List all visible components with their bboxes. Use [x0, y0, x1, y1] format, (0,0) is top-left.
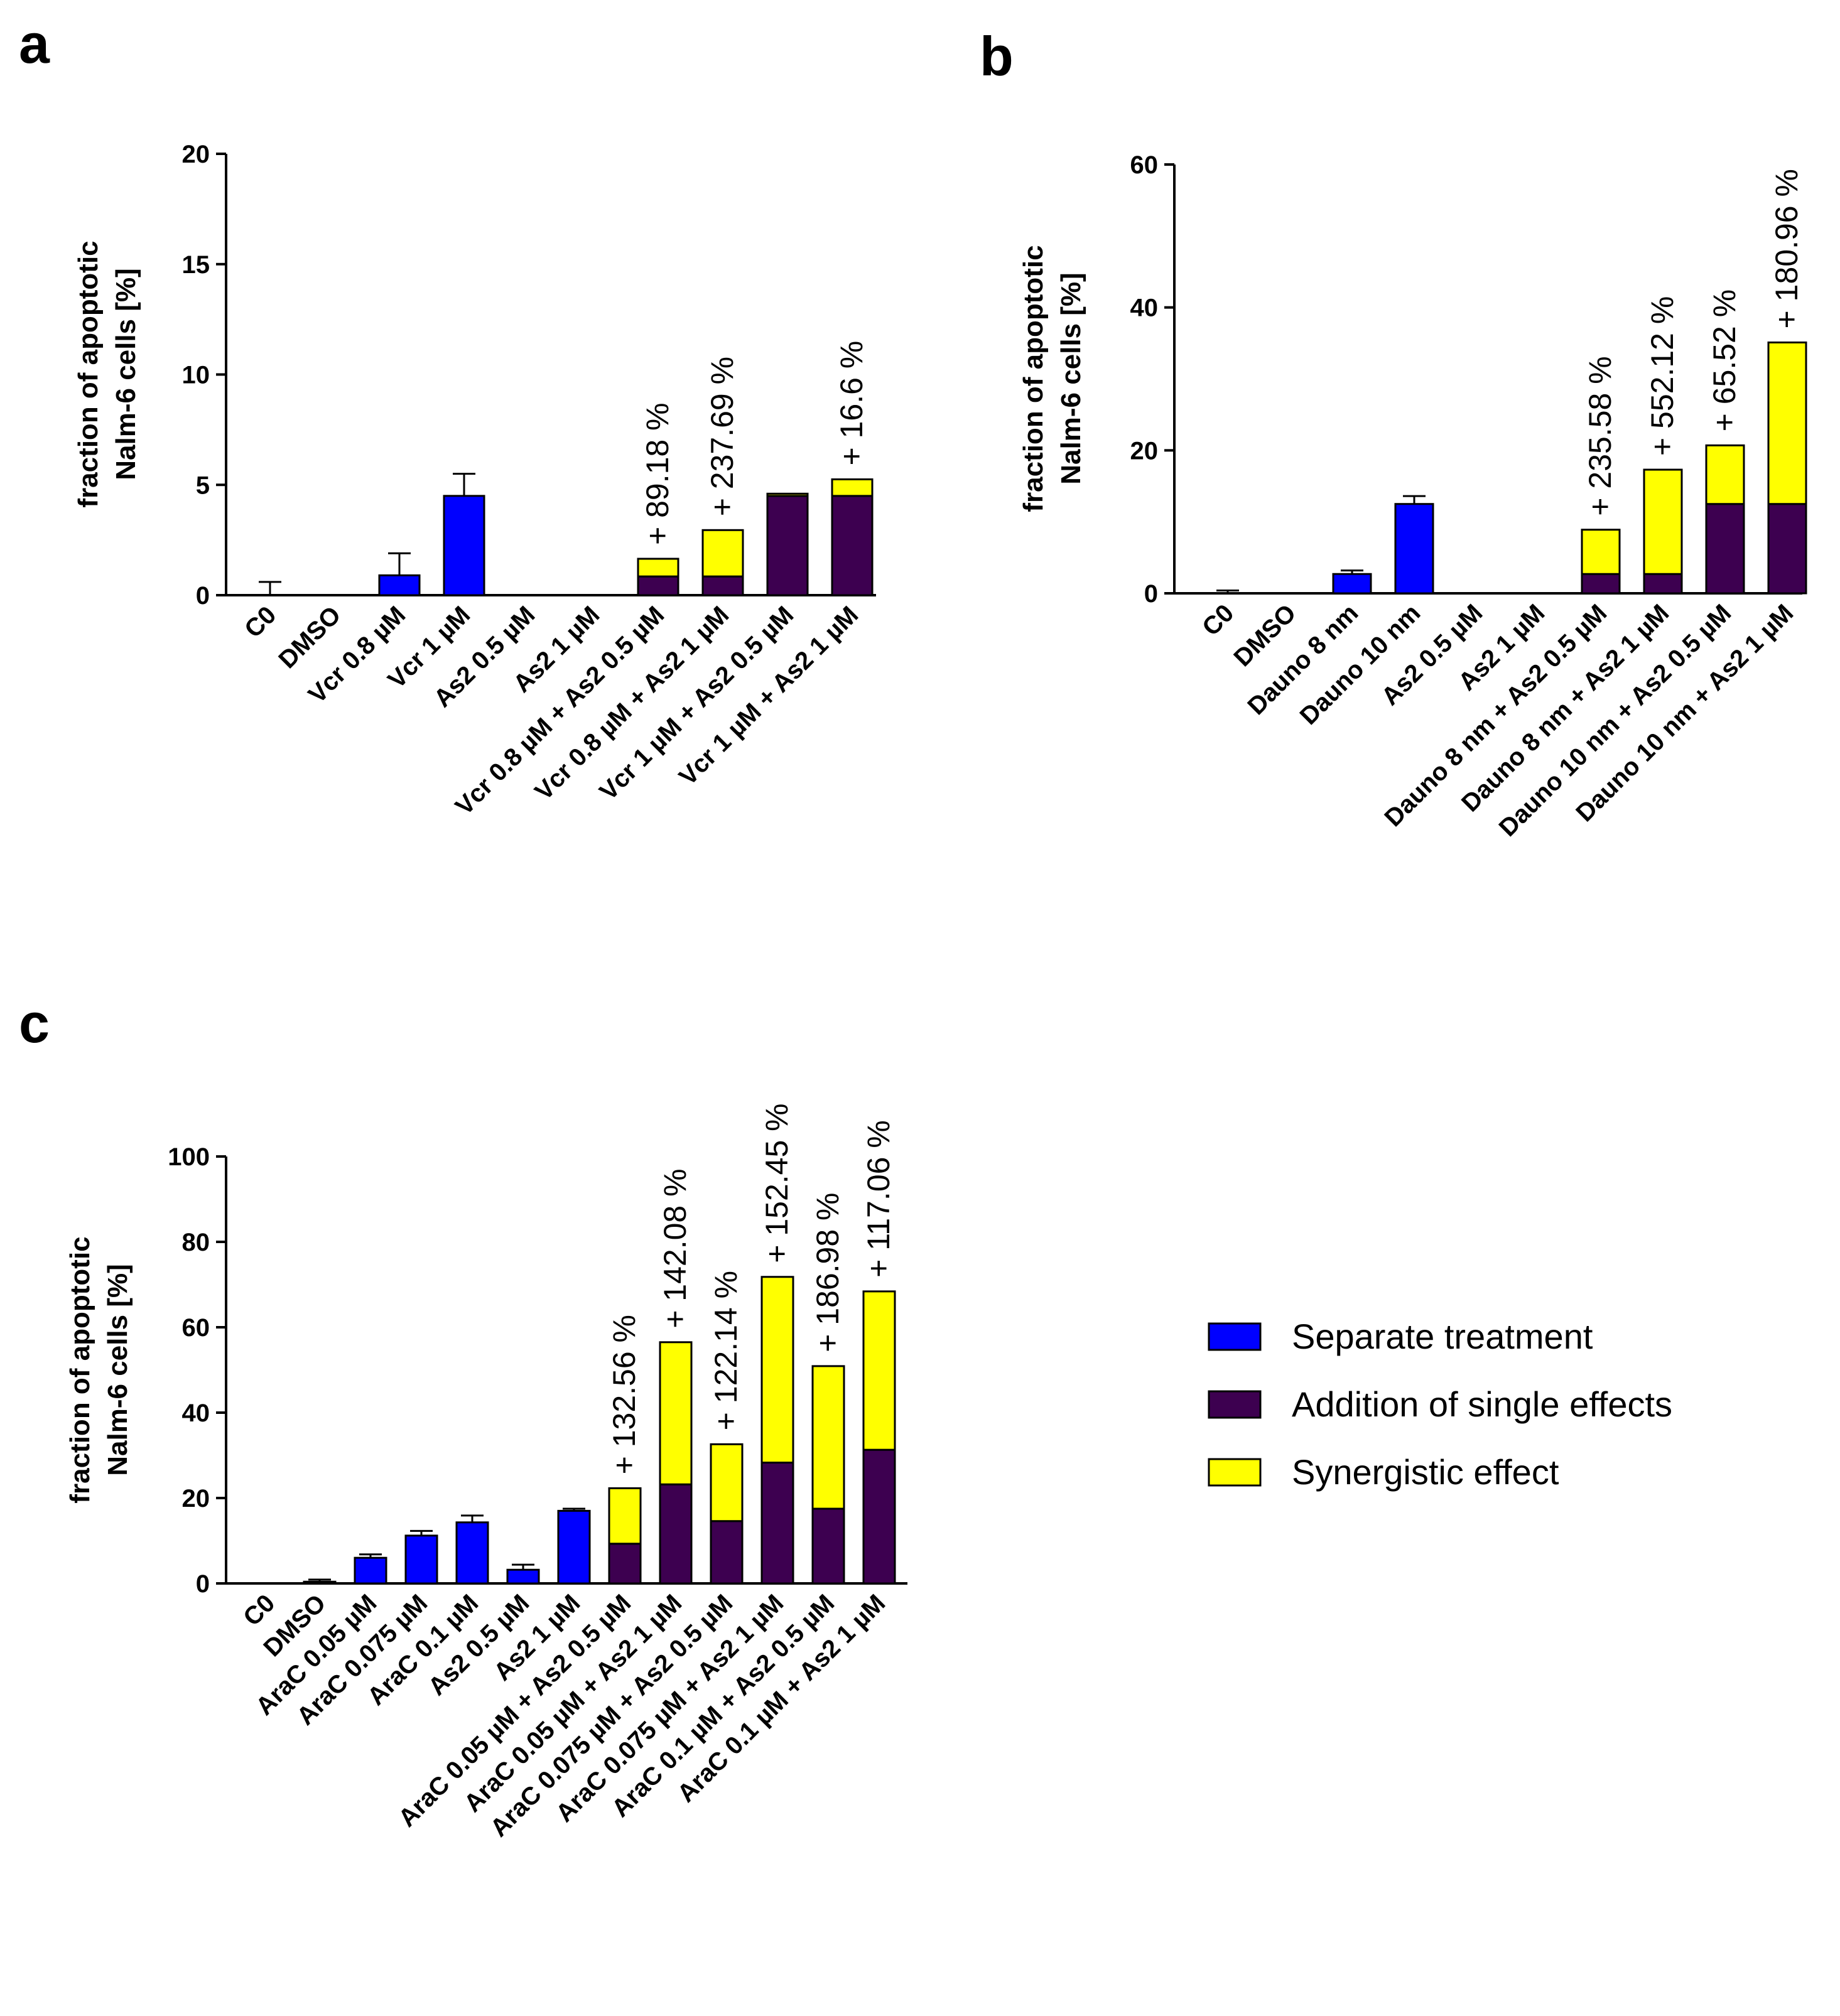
bar-synergy [1767, 341, 1807, 505]
bar-annotation: + 117.06 % [861, 1120, 896, 1278]
y-axis-title-line: fraction of apoptotic [73, 240, 104, 507]
bar-addition [659, 1483, 693, 1585]
y-tick-label: 15 [182, 251, 210, 279]
y-tick-label: 60 [1130, 151, 1159, 179]
panel-b: b 0 20 40 60 fraction of apoptotic Nalm-6 cel… [980, 25, 1807, 842]
x-tick-label: C0 [239, 601, 281, 643]
bar-separate [557, 1509, 591, 1585]
bar-annotation: + 16.6 % [834, 341, 869, 466]
bar-annotation: + 132.56 % [607, 1315, 642, 1474]
legend-swatch-separate [1208, 1322, 1262, 1351]
y-tick-label: 0 [196, 1570, 210, 1598]
panel-label-c: c [19, 992, 50, 1054]
bar-synergy [637, 558, 679, 578]
bar-separate [443, 495, 485, 596]
bar-separate [1394, 503, 1434, 595]
bar-addition [1581, 573, 1621, 595]
bar-addition [1705, 503, 1745, 595]
bar-annotation: + 89.18 % [640, 402, 675, 545]
bar-synergy [1705, 444, 1745, 505]
y-tick-label: 100 [168, 1143, 210, 1171]
y-axis-title: fraction of apoptotic Nalm-6 cells [%] [1018, 245, 1086, 512]
bar-synergy [701, 529, 744, 578]
bar-annotation: + 186.98 % [810, 1193, 845, 1352]
bar-synergy [659, 1341, 693, 1485]
y-axis-title-line: Nalm-6 cells [%] [102, 1264, 133, 1475]
y-tick-label: 40 [182, 1399, 210, 1427]
bar-annotation: + 152.45 % [759, 1103, 794, 1263]
bar-separate [404, 1534, 438, 1585]
y-tick-label: 20 [1130, 437, 1159, 465]
bar-separate [303, 1580, 337, 1585]
y-tick-label: 10 [182, 362, 210, 389]
panel-a: a 0 5 10 15 20 fraction of apoptotic Nalm-6 ce… [19, 13, 876, 821]
x-tick-label: C0 [1197, 599, 1239, 641]
y-axis-title-line: fraction of apoptotic [65, 1236, 95, 1503]
y-axis-title-line: Nalm-6 cells [%] [111, 268, 141, 480]
y-tick-label: 5 [196, 472, 210, 499]
y-axis-title: fraction of apoptotic Nalm-6 cells [%] [73, 240, 141, 507]
bar-addition [608, 1543, 642, 1585]
bar-annotation: + 180.96 % [1769, 169, 1804, 328]
legend-swatch-addition [1208, 1390, 1262, 1419]
y-tick-label: 20 [182, 141, 210, 168]
y-axis-title: fraction of apoptotic Nalm-6 cells [%] [65, 1236, 133, 1503]
bar-addition [710, 1520, 744, 1585]
panel-label-a: a [19, 13, 50, 75]
bar-separate [354, 1556, 387, 1585]
bar-addition [701, 575, 744, 596]
y-tick-label: 80 [182, 1229, 210, 1256]
bar-annotation: + 122.14 % [708, 1271, 744, 1430]
bar-addition [637, 575, 679, 596]
legend-label-addition: Addition of single effects [1292, 1384, 1672, 1424]
panel-label-b: b [980, 25, 1014, 87]
bar-synergy [1643, 468, 1683, 575]
bar-addition [1767, 503, 1807, 595]
y-tick-label: 20 [182, 1485, 210, 1512]
y-tick-label: 0 [1144, 580, 1158, 608]
panel-c: c 0 20 40 60 80 100 fraction of apoptotic Nalm-… [19, 992, 907, 1842]
bar-separate [455, 1521, 489, 1585]
bar-annotation: + 235.58 % [1583, 356, 1618, 515]
bar-annotation: + 142.08 % [658, 1168, 693, 1328]
bar-addition [862, 1448, 896, 1585]
bar-annotation: + 237.69 % [705, 357, 740, 516]
bar-addition [831, 495, 874, 596]
bar-synergy [862, 1290, 896, 1451]
bar-addition [811, 1507, 845, 1585]
legend-swatch-synergy [1208, 1458, 1262, 1487]
bar-addition [1643, 573, 1683, 595]
y-tick-label: 60 [182, 1314, 210, 1342]
bar-separate [1332, 573, 1372, 595]
x-tick-label: C0 [238, 1589, 280, 1631]
bar-synergy [608, 1487, 642, 1545]
bar-synergy [811, 1365, 845, 1510]
bar-synergy [760, 1276, 794, 1464]
legend: Separate treatment Addition of single eff… [1208, 1317, 1672, 1492]
bar-annotation: + 65.52 % [1707, 289, 1742, 432]
y-axis-title-line: fraction of apoptotic [1018, 245, 1049, 512]
bar-annotation: + 552.12 % [1645, 296, 1680, 456]
y-axis-title-line: Nalm-6 cells [%] [1056, 272, 1086, 484]
bar-synergy [1581, 529, 1621, 575]
bar-addition [766, 495, 809, 596]
legend-label-separate: Separate treatment [1292, 1317, 1593, 1356]
bar-synergy [710, 1443, 744, 1523]
bar-addition [760, 1462, 794, 1585]
bar-separate [378, 574, 421, 596]
y-tick-label: 40 [1130, 294, 1159, 322]
bar-separate [506, 1568, 540, 1585]
bar-synergy [766, 492, 809, 497]
legend-label-synergy: Synergistic effect [1292, 1452, 1559, 1492]
y-tick-label: 0 [196, 582, 210, 610]
bar-synergy [831, 478, 874, 497]
